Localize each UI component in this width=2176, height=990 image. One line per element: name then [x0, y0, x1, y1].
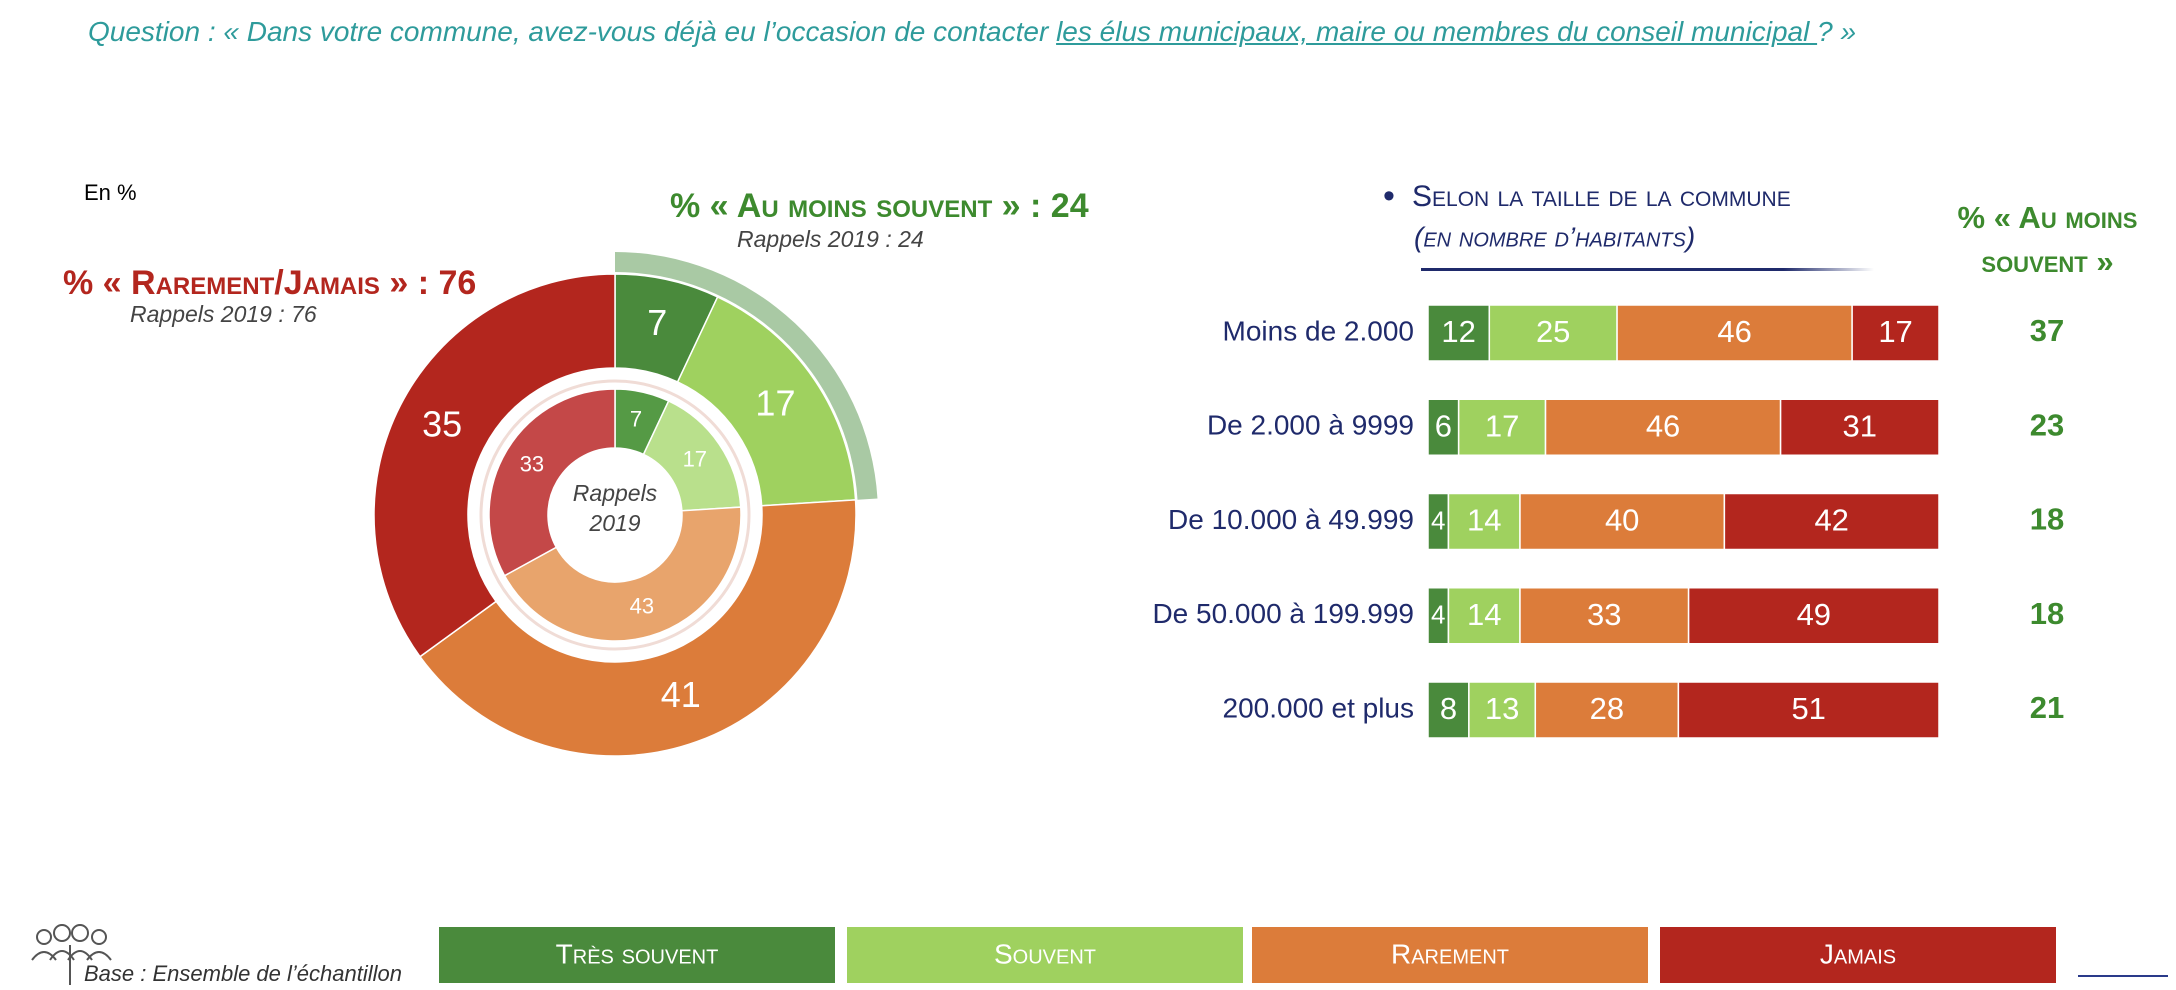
- bar-segment: [1534, 681, 1680, 739]
- highlight-arc: [615, 252, 878, 500]
- question-suffix: ? »: [1817, 16, 1857, 47]
- bar-value: 42: [1814, 503, 1848, 538]
- bar-segment: [1687, 587, 1940, 645]
- unit-note: En %: [84, 180, 137, 205]
- annotation: % « Au moins souvent » : 24: [670, 187, 1089, 225]
- total-value: 21: [2030, 690, 2064, 725]
- annotation: % « Rarement/Jamais » : 76: [63, 264, 476, 302]
- bar-value: 28: [1590, 691, 1624, 726]
- category-label: Moins de 2.000: [1223, 315, 1414, 346]
- segment-label: 35: [422, 403, 462, 444]
- bar-value: 17: [1485, 408, 1519, 443]
- bar-segment: [1468, 681, 1537, 739]
- bar-segment: [1427, 681, 1470, 739]
- bar-value: 8: [1440, 691, 1457, 726]
- total-value: 18: [2030, 502, 2064, 537]
- bar-value: 49: [1797, 597, 1831, 632]
- totals-header: % « Au moins souvent »: [1957, 200, 2138, 279]
- legend-swatch: [1252, 927, 1648, 983]
- donut-segment: [418, 499, 857, 757]
- legend-label: Souvent: [994, 938, 1096, 969]
- bar-value: 40: [1605, 503, 1639, 538]
- segment-label: 17: [755, 382, 795, 423]
- legend-swatch: [847, 927, 1243, 983]
- category-label: De 2.000 à 9999: [1207, 410, 1414, 441]
- bar-segment: [1544, 398, 1782, 456]
- bar-segment: [1427, 398, 1460, 456]
- bar-segment: [1488, 304, 1618, 362]
- bar-value: 4: [1431, 505, 1445, 535]
- category-label: De 50.000 à 199.999: [1152, 598, 1414, 629]
- total-value: 18: [2030, 596, 2064, 631]
- bar-segment: [1519, 492, 1726, 551]
- bar-segment: [1851, 304, 1940, 362]
- bar-value: 46: [1717, 314, 1751, 349]
- question-link: les élus municipaux, maire ou membres du…: [1056, 16, 1818, 47]
- donut-segment: [373, 273, 616, 658]
- total-value: 37: [2030, 313, 2064, 348]
- annotation-sub: Rappels 2019 : 76: [130, 301, 317, 327]
- bar-value: 17: [1878, 314, 1912, 349]
- bar-value: 14: [1467, 597, 1501, 632]
- donut-segment: [503, 506, 742, 642]
- bar-subtitle: (en nombre d’habitants): [1414, 221, 1695, 252]
- bar-segment: [1616, 304, 1853, 362]
- category-label: 200.000 et plus: [1223, 692, 1415, 723]
- segment-label: 17: [683, 447, 707, 472]
- bullet: •: [1383, 177, 1395, 215]
- bar-value: 12: [1441, 314, 1475, 349]
- bar-value: 46: [1646, 408, 1680, 443]
- bar-value: 25: [1536, 314, 1570, 349]
- bar-segment: [1447, 587, 1521, 645]
- legend-label: Rarement: [1391, 938, 1509, 969]
- question-prefix: Question : « Dans votre commune, avez-vo…: [88, 16, 1057, 47]
- segment-label: 43: [630, 593, 654, 618]
- bar-segment: [1427, 304, 1491, 362]
- bar-value: 14: [1467, 503, 1501, 538]
- segment-label: 41: [661, 674, 701, 715]
- segment-label: 7: [630, 407, 642, 432]
- bar-value: 31: [1843, 408, 1877, 443]
- base-note: Base : Ensemble de l’échantillon: [84, 961, 402, 986]
- donut-center-label: Rappels 2019: [572, 480, 658, 536]
- legend-label: Très souvent: [556, 938, 719, 969]
- bar-value: 33: [1587, 597, 1621, 632]
- legend-label: Jamais: [1820, 938, 1896, 969]
- bar-value: 4: [1431, 600, 1445, 630]
- question: Question : « Dans votre commune, avez-vo…: [88, 16, 1856, 48]
- people-icon: [31, 924, 112, 985]
- bar-segment: [1677, 681, 1940, 739]
- donut-segment: [488, 388, 616, 577]
- bar-value: 6: [1435, 408, 1452, 443]
- legend-swatch: [439, 927, 835, 983]
- bar-value: 51: [1791, 691, 1825, 726]
- segment-label: 7: [647, 302, 667, 343]
- total-value: 23: [2030, 407, 2064, 442]
- bar-value: 13: [1485, 691, 1519, 726]
- legend-swatch: [1660, 927, 2056, 983]
- category-label: De 10.000 à 49.999: [1168, 504, 1414, 535]
- segment-label: 33: [520, 452, 544, 477]
- bar-segment: [1457, 398, 1547, 456]
- inner-ring: [479, 379, 751, 651]
- annotation-sub: Rappels 2019 : 24: [737, 226, 924, 252]
- title-underline: [1421, 268, 1874, 271]
- bar-segment: [1723, 492, 1940, 551]
- bar-segment: [1447, 492, 1521, 551]
- bar-segment: [1779, 398, 1940, 456]
- bar-title: Selon la taille de la commune: [1412, 180, 1791, 213]
